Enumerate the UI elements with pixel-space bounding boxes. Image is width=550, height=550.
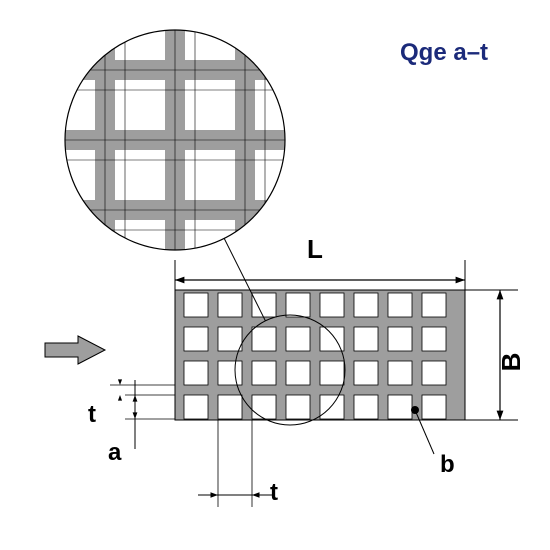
flow-direction-arrow (45, 336, 105, 364)
plate-hole (320, 395, 344, 419)
dim-a-label: a (108, 439, 122, 466)
plate-hole (388, 293, 412, 317)
plate-hole (354, 395, 378, 419)
plate-hole (422, 293, 446, 317)
plate-hole (184, 327, 208, 351)
plate-hole (286, 293, 310, 317)
detail-view (35, 0, 335, 300)
plate-hole (252, 327, 276, 351)
plate-hole (422, 361, 446, 385)
plate-hole (218, 395, 242, 419)
plate-hole (422, 395, 446, 419)
plate-hole (184, 293, 208, 317)
dim-t-bottom-label: t (270, 479, 278, 506)
plate-hole (320, 361, 344, 385)
plate-hole (354, 361, 378, 385)
label-b: b (440, 451, 455, 478)
plate-hole (388, 395, 412, 419)
plate-hole (218, 361, 242, 385)
plate-hole (218, 327, 242, 351)
perforated-plate (175, 290, 465, 420)
plate-hole (286, 327, 310, 351)
dim-L-label: L (307, 234, 323, 264)
dim-B-label: B (496, 353, 526, 372)
plate-hole (286, 395, 310, 419)
plate-hole (320, 293, 344, 317)
diagram-title: Qge a–t (400, 39, 488, 66)
plate-hole (252, 293, 276, 317)
plate-hole (286, 361, 310, 385)
plate-hole (184, 361, 208, 385)
plate-hole (252, 395, 276, 419)
plate-hole (184, 395, 208, 419)
plate-hole (388, 327, 412, 351)
plate-hole (354, 327, 378, 351)
plate-hole (354, 293, 378, 317)
plate-hole (252, 361, 276, 385)
dim-t-left-label: t (88, 401, 96, 428)
plate-hole (388, 361, 412, 385)
plate-hole (218, 293, 242, 317)
plate-hole (422, 327, 446, 351)
